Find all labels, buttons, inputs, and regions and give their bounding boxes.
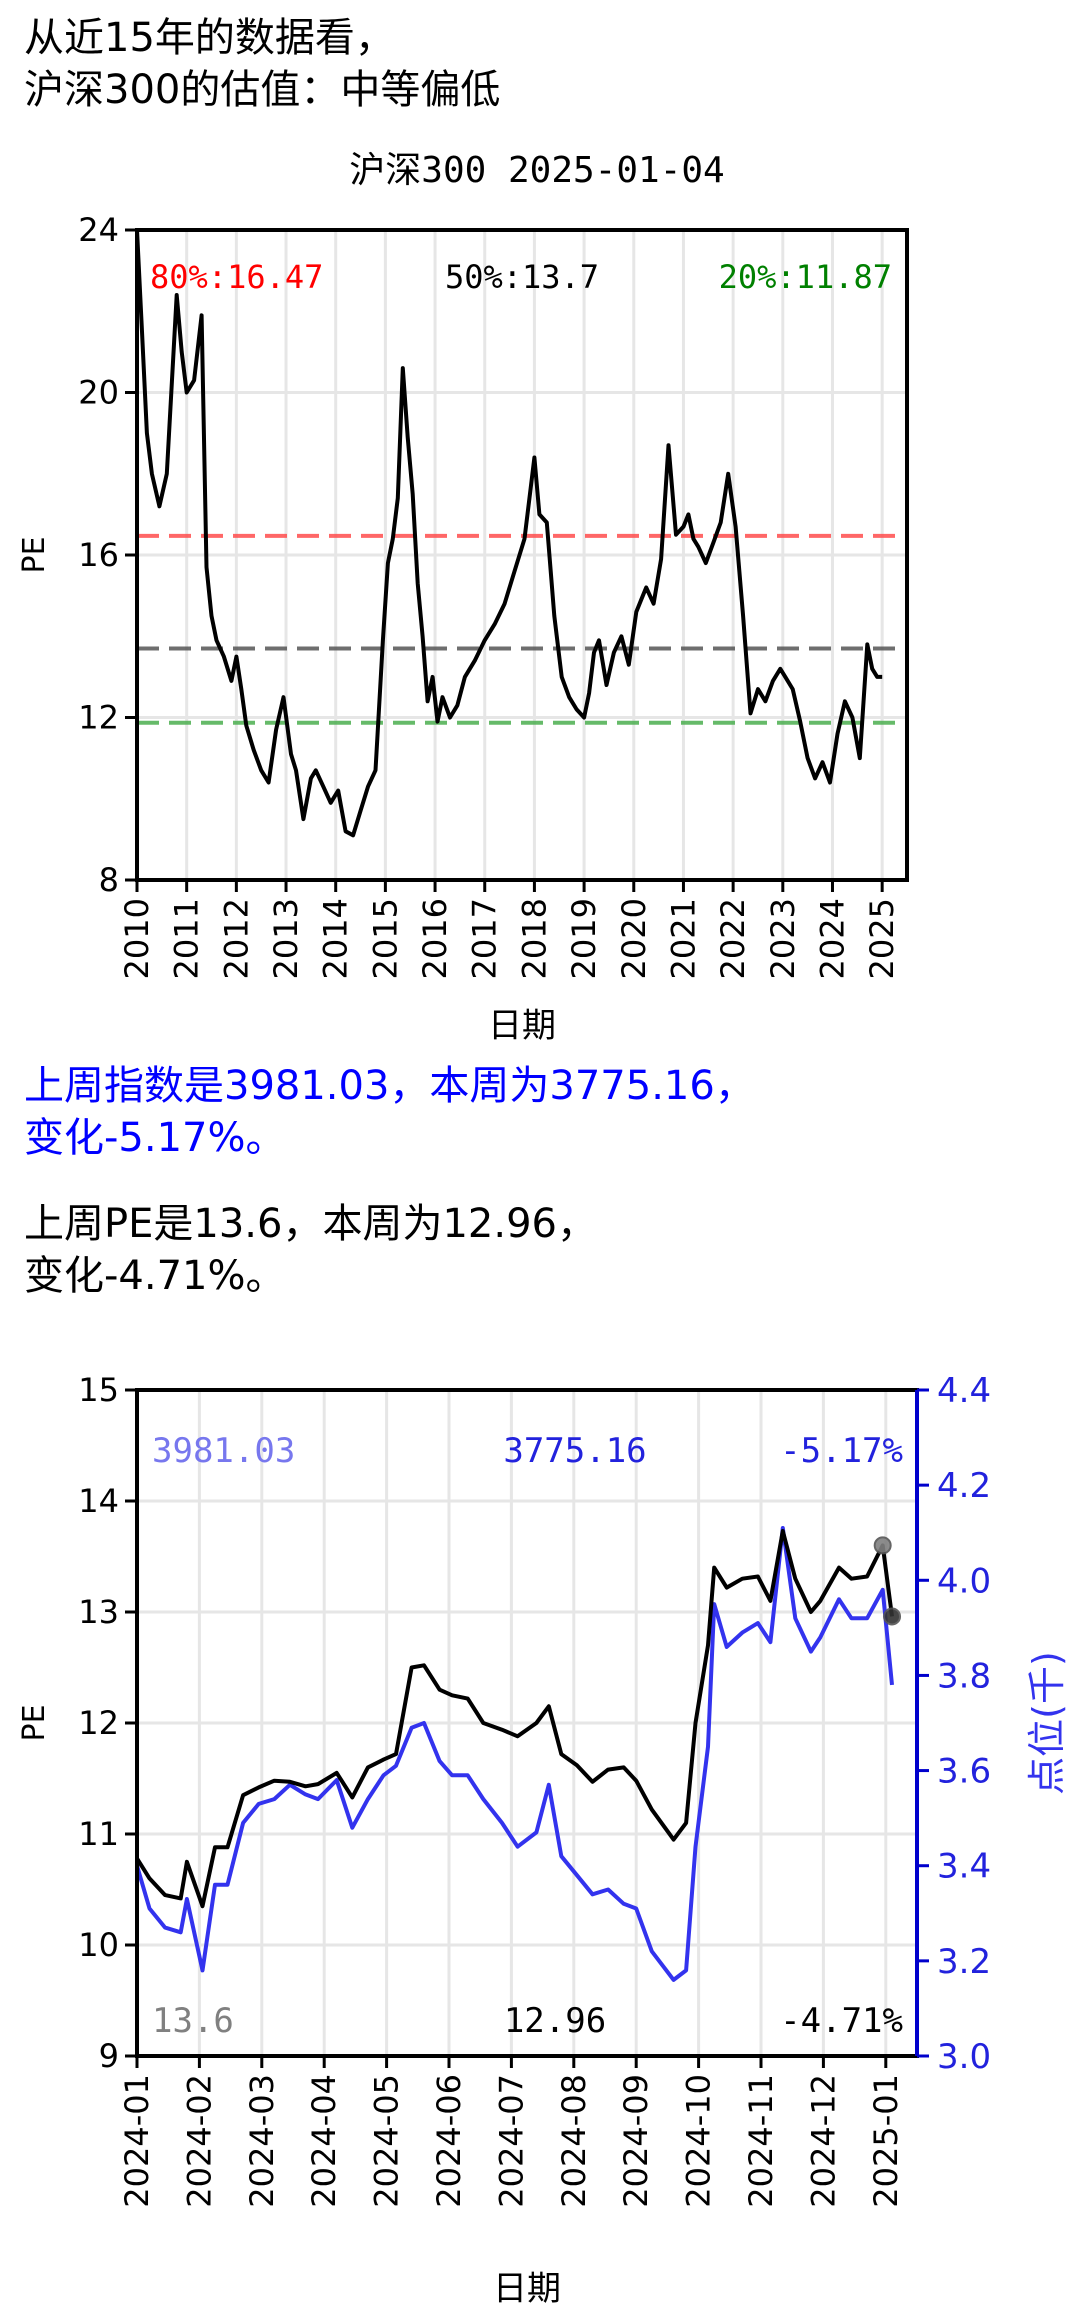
chart1-title: 沪深300 2025-01-04 [349,150,724,191]
pe-summary-line-2: 变化-4.71%。 [24,1253,286,1299]
chart2-pe-now: 12.96 [504,2001,606,2041]
chart1-ytick-label-12: 12 [78,699,119,737]
chart2-ytick-label-9: 9 [99,2037,119,2075]
chart2-y2label: 点位(千) [1025,1651,1069,1795]
chart2-xtick-label-2024-12: 2024-12 [804,2074,842,2208]
chart2-ticks: 9 10 11 12 13 14 15 3.0 3.2 3.4 3.6 3.8 4.0 4.2 4.4 202… [78,1371,991,2208]
chart2-xtick-label-2024-07: 2024-07 [492,2074,530,2208]
index-summary-line-1: 上周指数是3981.03，本周为3775.16， [24,1063,755,1109]
chart2-series [135,1526,902,1982]
chart2-ytick-label-15: 15 [78,1371,119,1409]
chart2-pe-line [135,1529,894,1909]
chart2-ytick-label-11: 11 [78,1815,119,1853]
chart1-xtick-label-2020: 2020 [615,898,653,979]
chart2-xtick-label-2024-11: 2024-11 [742,2074,780,2208]
chart1-xtick-label-2016: 2016 [416,898,454,979]
chart2-ylabel: PE [17,1704,52,1741]
chart2-index-prev: 3981.03 [152,1431,295,1471]
chart2-index-change: -5.17% [780,1431,903,1471]
chart2-xtick-label-2024-03: 2024-03 [243,2074,281,2208]
headline-line-2: 沪深300的估值：中等偏低 [24,67,501,113]
chart2-xtick-label-2024-10: 2024-10 [680,2074,718,2208]
chart1-xtick-label-2017: 2017 [466,898,504,979]
chart1-percentile-lines [137,533,907,725]
chart2-y2tick-label-3.4: 3.4 [937,1847,991,1887]
recent-pe-index-chart: 9 10 11 12 13 14 15 3.0 3.2 3.4 3.6 3.8 4.0 4.2 4.4 202… [17,1371,1069,2309]
chart1-xtick-label-2025: 2025 [863,898,901,979]
chart1-grid [135,228,907,882]
chart1-p50-label: 50%:13.7 [445,258,599,296]
chart2-pe-prev: 13.6 [152,2001,234,2041]
index-summary-line-2: 变化-5.17%。 [24,1115,286,1161]
chart2-y2tick-label-3.6: 3.6 [937,1752,991,1792]
chart2-y2tick-label-3.8: 3.8 [937,1656,991,1696]
headline-line-1: 从近15年的数据看， [24,15,395,61]
chart1-xtick-label-2021: 2021 [664,898,702,979]
chart1-xtick-label-2011: 2011 [168,898,206,979]
chart2-ytick-label-10: 10 [78,1926,119,1964]
chart2-xtick-label-2024-05: 2024-05 [368,2074,406,2208]
chart1-xtick-label-2019: 2019 [565,898,603,979]
chart2-y2tick-label-3.2: 3.2 [937,1942,991,1982]
chart1-ytick-label-8: 8 [99,861,119,899]
chart2-xtick-label-2024-02: 2024-02 [180,2074,218,2208]
chart2-index-line [135,1526,894,1982]
chart1-ytick-label-16: 16 [78,536,119,574]
chart2-ytick-label-13: 13 [78,1593,119,1631]
chart2-pe-now-marker [883,1607,902,1626]
chart1-xtick-label-2024: 2024 [813,898,851,979]
chart2-xtick-label-2024-04: 2024-04 [305,2074,343,2208]
chart2-index-now: 3775.16 [503,1431,646,1471]
chart1-series [135,229,883,838]
chart2-xtick-label-2024-08: 2024-08 [555,2074,593,2208]
chart1-xtick-label-2014: 2014 [317,898,355,979]
chart1-xtick-label-2022: 2022 [714,898,752,979]
chart1-xtick-label-2015: 2015 [366,898,404,979]
chart1-pe-line [135,229,883,838]
chart2-grid [135,1388,917,2058]
pe-summary-line-1: 上周PE是13.6，本周为12.96， [24,1201,597,1247]
chart1-xtick-label-2012: 2012 [217,898,255,979]
chart1-p20-label: 20%:11.87 [719,258,892,296]
chart1-xtick-label-2013: 2013 [267,898,305,979]
chart2-xtick-label-2025-01: 2025-01 [867,2074,905,2208]
chart1-xtick-label-2023: 2023 [764,898,802,979]
chart2-ytick-label-14: 14 [78,1482,119,1520]
chart2-ytick-label-12: 12 [78,1704,119,1742]
chart2-pe-change: -4.71% [780,2001,903,2041]
chart1-ylabel: PE [17,536,52,573]
chart1-ytick-label-20: 20 [78,374,119,412]
chart1-xtick-label-2018: 2018 [515,898,553,979]
chart2-y2tick-label-4.0: 4.0 [937,1561,991,1601]
chart2-xlabel: 日期 [493,2269,561,2309]
chart2-xtick-label-2024-01: 2024-01 [118,2074,156,2208]
chart2-pe-prev-marker [873,1536,892,1555]
chart2-y2tick-label-4.2: 4.2 [937,1466,991,1506]
chart2-y2tick-label-4.4: 4.4 [937,1371,991,1411]
chart1-p80-label: 80%:16.47 [150,258,323,296]
chart2-y2tick-label-3.0: 3.0 [937,2037,991,2077]
chart2-xtick-label-2024-06: 2024-06 [430,2074,468,2208]
chart1-xlabel: 日期 [488,1006,556,1046]
chart2-xtick-label-2024-09: 2024-09 [617,2074,655,2208]
chart1-xtick-label-2010: 2010 [118,898,156,979]
chart1-ytick-label-24: 24 [78,211,119,249]
